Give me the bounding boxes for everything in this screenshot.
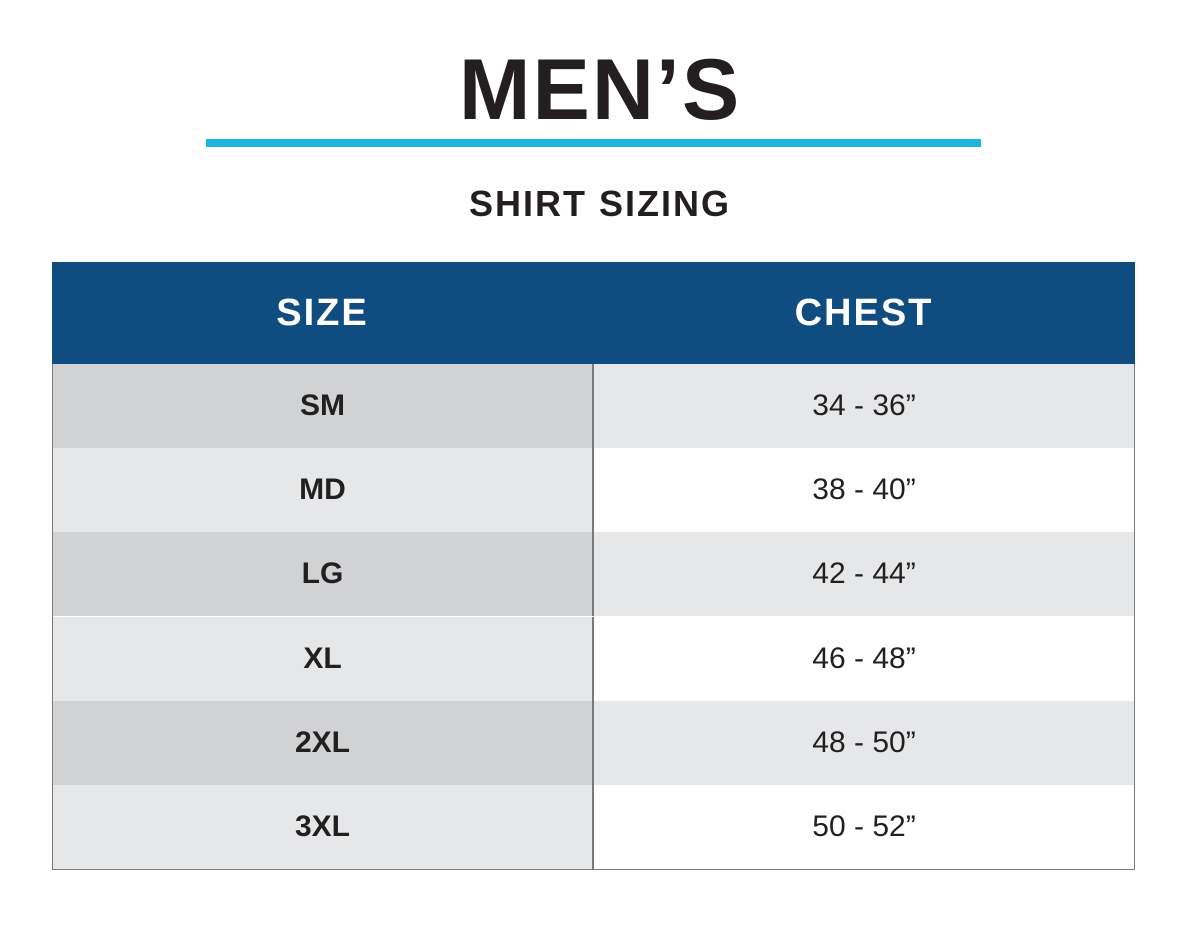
subtitle: SHIRT SIZING — [468, 183, 731, 224]
title: MEN’S — [458, 42, 742, 138]
size-cell: 2XL — [53, 700, 594, 785]
size-cell: LG — [53, 532, 594, 617]
table-header: SIZE CHEST — [52, 262, 1135, 364]
size-cell: 3XL — [53, 784, 594, 869]
chest-cell: 42 - 44” — [594, 532, 1134, 617]
size-cell: SM — [53, 364, 594, 449]
size-cell: XL — [53, 616, 594, 701]
chest-cell: 50 - 52” — [594, 784, 1134, 869]
size-table: SIZE CHEST SM 34 - 36” MD 38 - 40” LG 42 - 44… — [52, 262, 1135, 871]
size-cell: MD — [53, 448, 594, 533]
table-body: SM 34 - 36” MD 38 - 40” LG 42 - 44” XL 46 - 48”… — [52, 364, 1135, 870]
chest-cell: 38 - 40” — [594, 448, 1134, 533]
title-rule — [206, 139, 981, 147]
chest-cell: 46 - 48” — [594, 616, 1134, 701]
chest-cell: 48 - 50” — [594, 700, 1134, 785]
column-header: SIZE — [276, 292, 369, 334]
chest-cell: 34 - 36” — [594, 364, 1134, 449]
column-header: CHEST — [794, 292, 934, 334]
